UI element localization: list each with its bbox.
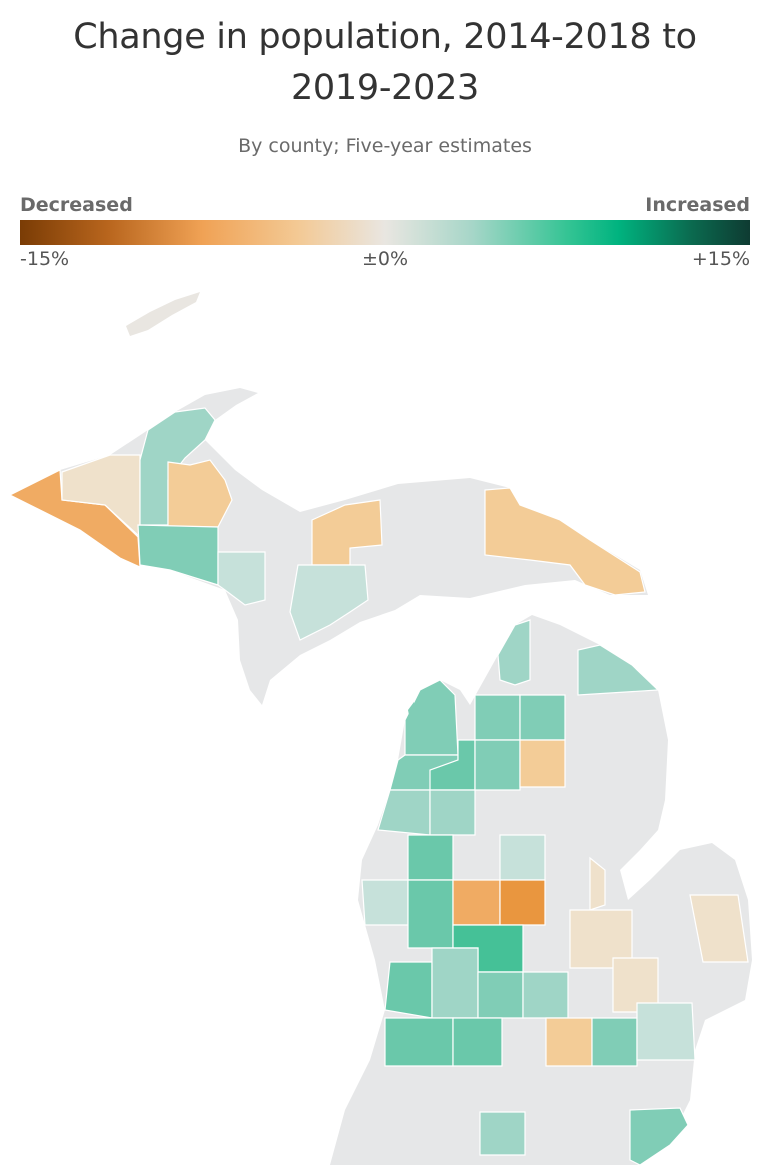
county-isabella-orange xyxy=(452,879,501,926)
county-shiawassee-teal xyxy=(522,971,569,1019)
county-livingston-tan xyxy=(545,1017,593,1067)
county-clinton-teal xyxy=(477,971,524,1019)
county-macomb-light xyxy=(636,1002,696,1061)
county-newaygo-green xyxy=(407,834,454,881)
county-allegan-green xyxy=(384,1017,454,1067)
county-presque-isle-teal xyxy=(577,644,660,696)
county-lake-teal xyxy=(429,789,476,836)
county-oscoda-tan xyxy=(519,739,566,788)
beaver-island xyxy=(408,702,416,720)
county-bay-beige xyxy=(589,856,606,911)
county-ottawa-green xyxy=(384,961,433,1019)
county-kalkaska-teal xyxy=(474,694,521,741)
county-chippewa-tan xyxy=(484,487,646,596)
county-oceana-light xyxy=(361,879,409,926)
county-crawford-teal xyxy=(519,694,566,741)
legend-high-label: Increased xyxy=(645,194,750,216)
county-sanilac-beige xyxy=(689,894,749,963)
county-hillsdale-teal xyxy=(479,1111,526,1156)
chart-title: Change in population, 2014-2018 to 2019-… xyxy=(73,17,697,108)
county-delta-light xyxy=(289,564,369,641)
county-midland-orange xyxy=(499,879,546,926)
county-ionia-teal xyxy=(431,947,479,1019)
county-houghton-green xyxy=(137,524,219,586)
county-monroe-teal xyxy=(629,1107,689,1166)
county-leelanau-teal xyxy=(404,679,459,756)
isle-royale xyxy=(126,292,200,336)
legend-color-scale xyxy=(20,220,750,245)
chart-subtitle: By county; Five-year estimates xyxy=(238,135,532,157)
county-dickinson-light xyxy=(217,551,266,606)
county-montcalm-green xyxy=(407,879,454,949)
county-oakland-teal xyxy=(591,1017,638,1067)
county-missaukee-teal xyxy=(474,739,521,791)
michigan-county-map xyxy=(8,292,752,1166)
county-emmet-teal xyxy=(497,619,531,686)
legend-tick-min: -15% xyxy=(20,248,70,270)
legend-tick-mid: ±0% xyxy=(361,248,409,270)
legend-tick-max: +15% xyxy=(691,248,750,270)
county-barry-green xyxy=(452,1017,503,1067)
legend-low-label: Decreased xyxy=(20,194,133,216)
county-mason-teal xyxy=(377,789,431,836)
county-gladwin-light xyxy=(499,834,546,881)
